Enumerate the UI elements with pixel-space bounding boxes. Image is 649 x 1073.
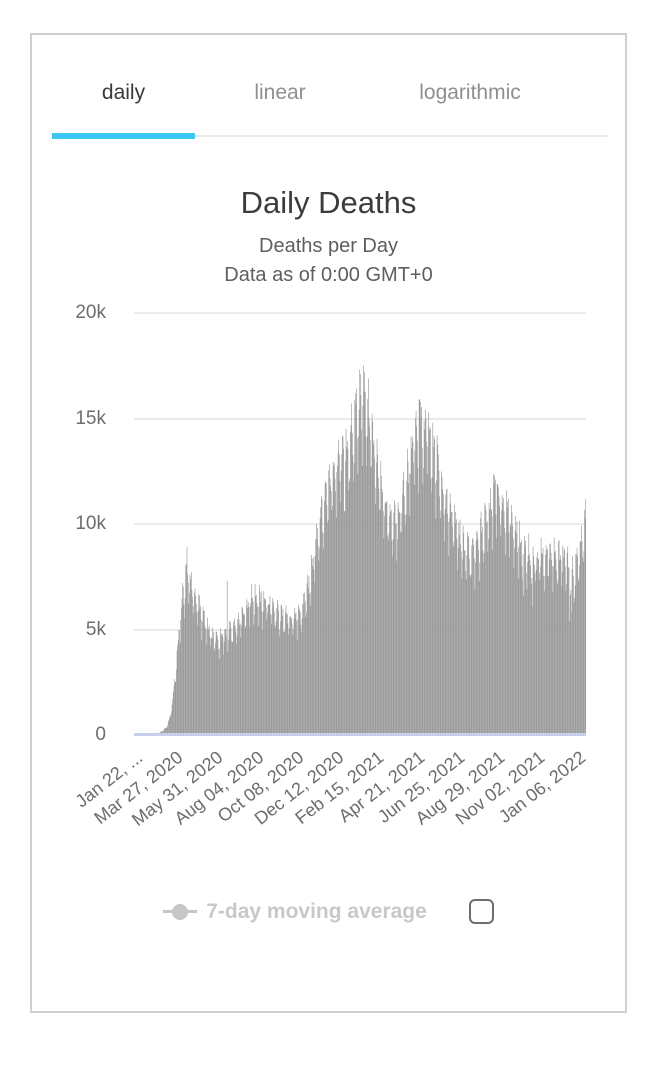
chart-card-inner: daily linear logarithmic Daily Deaths De… bbox=[32, 35, 625, 1011]
chart-plot-area[interactable] bbox=[134, 312, 587, 737]
legend-dot-icon bbox=[172, 903, 189, 920]
legend: 7-day moving average bbox=[32, 899, 625, 924]
daily-deaths-bars bbox=[134, 365, 587, 735]
moving-average-checkbox[interactable] bbox=[468, 899, 494, 924]
legend-label[interactable]: 7-day moving average bbox=[206, 899, 427, 923]
active-tab-indicator bbox=[52, 133, 195, 139]
tab-logarithmic[interactable]: logarithmic bbox=[419, 81, 521, 104]
x-axis-labels: Jan 22, ... Mar 27, 2020 May 31, 2020 Aug 0… bbox=[32, 737, 625, 887]
x-axis-baseline bbox=[134, 733, 586, 736]
y-axis-label: 20k bbox=[75, 302, 106, 323]
y-axis-label: 10k bbox=[75, 513, 106, 534]
chart-subtitle: Deaths per Day bbox=[259, 235, 398, 257]
y-axis-label: 15k bbox=[75, 407, 106, 429]
chart-title: Daily Deaths bbox=[240, 185, 417, 220]
tab-divider bbox=[52, 135, 608, 137]
legend-line-dot-marker-icon bbox=[163, 903, 198, 920]
y-axis-label: 0 bbox=[95, 724, 106, 745]
gridline bbox=[134, 312, 586, 314]
y-axis-labels: 20k 15k 10k 5k 0 bbox=[32, 302, 106, 745]
tab-daily[interactable]: daily bbox=[101, 81, 146, 104]
y-axis-label: 5k bbox=[85, 618, 106, 640]
tab-bar: daily linear logarithmic bbox=[52, 75, 608, 139]
chart-card: daily linear logarithmic Daily Deaths De… bbox=[30, 33, 627, 1013]
tab-linear[interactable]: linear bbox=[254, 81, 306, 104]
chart-subtitle-data-as-of: Data as of 0:00 GMT+0 bbox=[224, 264, 433, 286]
